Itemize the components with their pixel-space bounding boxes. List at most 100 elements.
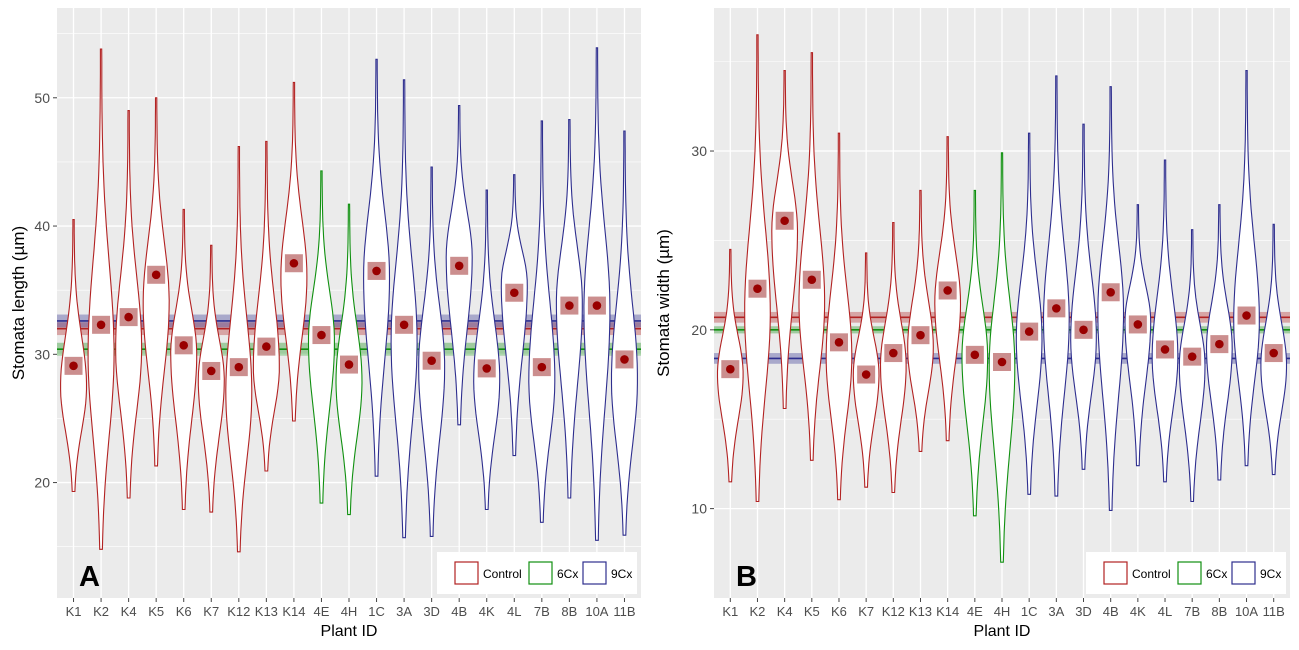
x-tick-label: K6: [176, 604, 192, 619]
violin-K13: [907, 189, 934, 452]
x-tick-label: 7B: [1184, 604, 1200, 619]
violin-K2: [744, 34, 771, 503]
violin-K5: [798, 52, 826, 461]
mean-point-4H: [997, 357, 1007, 367]
violin-K12: [225, 145, 253, 553]
x-tick-label: K5: [804, 604, 820, 619]
y-tick-label: 30: [691, 143, 707, 159]
x-tick-label: 4H: [994, 604, 1011, 619]
y-tick-label: 40: [34, 218, 50, 234]
mean-point-K14: [289, 258, 299, 268]
x-tick-label: 3D: [423, 604, 440, 619]
mean-point-K6: [834, 338, 844, 347]
x-tick-label: 4K: [479, 604, 495, 619]
x-tick-label: 4L: [1158, 604, 1172, 619]
violin-3A: [1042, 75, 1070, 497]
panel-label: A: [79, 561, 100, 593]
mean-point-K14: [943, 286, 952, 295]
violin-K6: [170, 208, 198, 511]
mean-point-11B: [1269, 348, 1278, 358]
violin-11B: [610, 130, 638, 536]
y-axis-title: Stomata width (µm): [654, 229, 673, 377]
x-tick-label: 4H: [341, 604, 358, 619]
mean-point-K5: [807, 275, 817, 285]
x-tick-label: 4K: [1130, 604, 1146, 619]
violin-1C: [1015, 132, 1043, 495]
x-tick-label: 8B: [1211, 604, 1227, 619]
mean-point-K12: [234, 362, 244, 372]
x-tick-label: 10A: [585, 604, 608, 619]
x-tick-label: 4E: [967, 604, 983, 619]
mean-point-K6: [179, 341, 189, 350]
y-tick-label: 50: [34, 90, 50, 106]
mean-point-K12: [889, 348, 898, 358]
mean-point-4L: [509, 288, 519, 298]
mean-point-K2: [753, 284, 762, 293]
mean-point-4B: [1106, 287, 1115, 297]
legend-key-Control: [1103, 561, 1128, 585]
mean-point-K4: [780, 216, 789, 226]
y-tick-label: 20: [34, 475, 50, 491]
violin-4L: [1151, 159, 1179, 483]
violin-K1: [60, 219, 88, 493]
x-tick-label: 11B: [1263, 604, 1285, 619]
violin-10A: [1233, 70, 1260, 467]
mean-point-4L: [1160, 345, 1170, 354]
mean-point-10A: [1242, 311, 1251, 320]
mean-point-K2: [96, 320, 106, 330]
mean-point-K13: [916, 330, 925, 340]
x-tick-label: 11B: [613, 604, 635, 619]
x-tick-label: K12: [882, 604, 905, 619]
violin-K14: [280, 81, 308, 422]
legend-label-6Cx: 6Cx: [557, 567, 578, 581]
legend-label-9Cx: 9Cx: [611, 567, 632, 581]
mean-point-8B: [1215, 339, 1224, 349]
violin-4K: [473, 189, 501, 511]
mean-point-10A: [592, 301, 602, 310]
x-tick-label: 3D: [1075, 604, 1092, 619]
mean-point-3A: [1052, 304, 1061, 313]
x-tick-label: 7B: [534, 604, 550, 619]
x-tick-label: K13: [909, 604, 932, 619]
x-tick-label: 8B: [561, 604, 577, 619]
x-tick-label: 1C: [1021, 604, 1038, 619]
violin-3D: [418, 166, 446, 537]
violin-10A: [583, 47, 611, 541]
panel-label: B: [736, 561, 757, 593]
x-tick-label: K7: [858, 604, 874, 619]
x-axis-title: Plant ID: [974, 623, 1031, 640]
x-tick-label: K5: [148, 604, 164, 619]
mean-point-1C: [372, 266, 381, 276]
mean-point-1C: [1024, 327, 1034, 336]
legend-key-Control: [454, 561, 479, 585]
violin-4K: [1124, 204, 1152, 467]
legend-label-6Cx: 6Cx: [1206, 567, 1227, 581]
x-tick-label: 4L: [507, 604, 521, 619]
x-axis-title: Plant ID: [321, 623, 378, 640]
violin-K4: [115, 110, 143, 499]
violin-K2: [87, 48, 115, 550]
mean-point-4E: [970, 350, 980, 360]
mean-point-K7: [861, 370, 871, 379]
mean-point-7B: [1187, 352, 1197, 361]
y-tick-label: 20: [691, 322, 707, 338]
x-tick-label: 3A: [1048, 604, 1064, 619]
mean-point-11B: [620, 355, 629, 364]
mean-point-3A: [399, 320, 409, 330]
mean-point-4K: [1133, 320, 1143, 329]
mean-point-4B: [454, 261, 464, 271]
violin-K4: [771, 70, 799, 410]
x-tick-label: 4E: [313, 604, 329, 619]
mean-point-K5: [151, 270, 161, 280]
y-tick-label: 10: [691, 501, 707, 517]
legend-key-6Cx: [528, 561, 553, 585]
mean-point-K1: [726, 364, 735, 374]
violin-3D: [1070, 123, 1097, 470]
x-tick-label: K1: [66, 604, 82, 619]
violin-K13: [252, 140, 280, 472]
violin-7B: [528, 120, 556, 523]
x-tick-label: K12: [227, 604, 250, 619]
violin-4L: [500, 174, 528, 457]
x-tick-label: 3A: [396, 604, 412, 619]
